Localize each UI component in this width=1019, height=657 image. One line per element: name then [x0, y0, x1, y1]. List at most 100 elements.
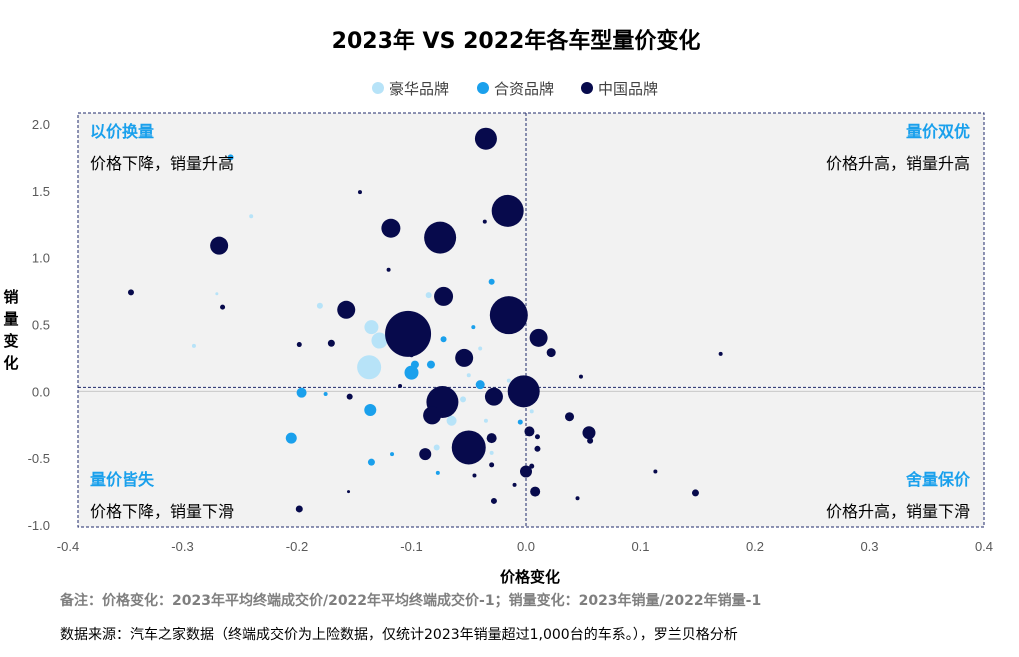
jv-point [471, 325, 476, 330]
china-point [491, 194, 524, 227]
china-point [386, 267, 391, 272]
jv-point [364, 404, 377, 417]
legend: 豪华品牌 合资品牌 中国品牌 [372, 80, 658, 98]
y-tick-label: 1.0 [32, 251, 50, 266]
china-point [490, 497, 497, 504]
x-tick-label: 0.0 [517, 539, 535, 554]
jv-point [517, 419, 523, 425]
luxury-point [446, 415, 457, 426]
china-point [534, 434, 540, 440]
legend-label-china: 中国品牌 [598, 80, 658, 98]
y-tick-label: 0.5 [32, 318, 50, 333]
china-point [434, 286, 454, 306]
x-tick-label: 0.3 [860, 539, 878, 554]
china-point [451, 430, 486, 465]
y-tick-label: 2.0 [32, 117, 50, 132]
china-point [327, 339, 335, 347]
china-point [582, 426, 596, 440]
luxury-point [215, 292, 219, 296]
china-point [220, 304, 226, 310]
quadrant-description: 价格升高，销量下滑 [826, 502, 970, 521]
x-tick-label: -0.2 [286, 539, 308, 554]
jv-point [296, 387, 307, 398]
luxury-point [371, 332, 388, 349]
china-point [357, 190, 362, 195]
y-tick-label: -1.0 [28, 518, 50, 533]
legend-marker-china [581, 82, 593, 94]
legend-label-luxury: 豪华品牌 [389, 80, 449, 98]
quadrant-frame [77, 112, 985, 528]
china-point [524, 426, 535, 437]
china-point [512, 482, 517, 487]
china-point [534, 445, 541, 452]
china-point [296, 342, 302, 348]
china-point [474, 127, 497, 150]
luxury-point [249, 214, 254, 219]
china-point [347, 490, 351, 494]
china-point [346, 393, 353, 400]
china-point [489, 462, 495, 468]
china-point [385, 310, 432, 357]
china-point [295, 505, 303, 513]
jv-point [227, 154, 234, 161]
china-point [587, 437, 594, 444]
quadrant-title: 量价双优 [906, 122, 970, 141]
china-point [486, 433, 497, 444]
luxury-point [489, 450, 494, 455]
china-point [529, 463, 535, 469]
china-point [575, 496, 580, 501]
luxury-point [433, 444, 440, 451]
jv-point [440, 336, 447, 343]
quadrant-description: 价格下降，销量下滑 [90, 502, 234, 521]
china-point [409, 353, 414, 358]
luxury-point [316, 302, 323, 309]
y-tick-label: -0.5 [28, 451, 50, 466]
china-point [484, 387, 503, 406]
china-point [530, 486, 541, 497]
china-point [578, 374, 583, 379]
jv-point [435, 470, 440, 475]
x-tick-label: 0.4 [975, 539, 993, 554]
china-point [453, 440, 458, 445]
luxury-point [425, 292, 432, 299]
chart-title: 2023年 VS 2022年各车型量价变化 [332, 28, 701, 54]
jv-point [488, 278, 495, 285]
x-tick-label: 0.2 [746, 539, 764, 554]
china-point [565, 412, 575, 422]
x-tick-label: -0.4 [57, 539, 79, 554]
china-point [653, 469, 658, 474]
china-point [424, 221, 457, 254]
source-note: 数据来源：汽车之家数据（终端成交价为上险数据，仅统计2023年销量超过1,000… [60, 626, 738, 643]
quadrant-description: 价格下降，销量升高 [90, 154, 234, 173]
china-point [691, 489, 699, 497]
china-point [546, 348, 556, 358]
quadrant-title: 舍量保价 [905, 470, 971, 489]
china-point [419, 448, 432, 461]
china-point [455, 348, 474, 367]
quadrant-title: 以价换量 [90, 122, 154, 141]
china-point [210, 236, 229, 255]
jv-point [285, 432, 297, 444]
luxury-point [483, 418, 488, 423]
china-point [482, 219, 487, 224]
luxury-point [460, 396, 467, 403]
jv-point [410, 360, 419, 369]
quadrant-description: 价格升高，销量升高 [826, 154, 970, 173]
china-point [529, 328, 548, 347]
plot-background [78, 113, 984, 527]
luxury-point [191, 343, 196, 348]
china-point [472, 473, 477, 478]
china-point [398, 383, 403, 388]
x-tick-label: -0.1 [400, 539, 422, 554]
luxury-point [529, 409, 534, 414]
jv-point [367, 458, 375, 466]
x-axis-title: 价格变化 [500, 568, 560, 586]
luxury-point [357, 355, 382, 380]
china-point [127, 289, 134, 296]
quadrant-title: 量价皆失 [90, 470, 155, 489]
jv-point [475, 380, 485, 390]
jv-point [404, 365, 419, 380]
china-point [718, 351, 723, 356]
x-tick-label: -0.3 [171, 539, 193, 554]
